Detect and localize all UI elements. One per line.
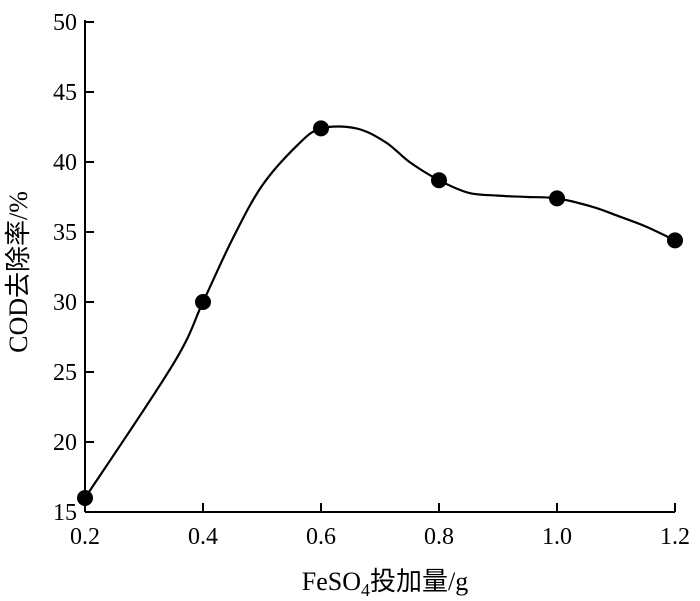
- y-tick-label: 25: [53, 360, 77, 386]
- y-tick-label: 35: [53, 220, 77, 246]
- data-points: [77, 120, 683, 506]
- x-tick-label: 1.0: [542, 524, 572, 550]
- x-tick-label: 0.2: [70, 524, 100, 550]
- data-point: [431, 172, 447, 189]
- y-tick-label: 45: [53, 80, 77, 106]
- series-curve: [84, 125, 676, 499]
- data-point: [667, 232, 683, 249]
- data-point: [549, 190, 565, 207]
- y-ticks: 15 20 25 30 35 40 45 50: [53, 10, 94, 526]
- y-tick-label: 50: [53, 10, 77, 36]
- x-tick-label: 0.6: [306, 524, 336, 550]
- x-tick-label: 1.2: [660, 524, 690, 550]
- axes: [84, 20, 675, 513]
- y-tick-label: 40: [53, 150, 77, 176]
- x-axis-title-subscript: 4: [361, 580, 370, 600]
- x-axis-title-main: FeSO: [302, 567, 361, 596]
- y-tick-label: 20: [53, 430, 77, 456]
- x-tick-label: 0.8: [424, 524, 454, 550]
- x-tick-label: 0.4: [188, 524, 218, 550]
- data-point: [77, 490, 93, 506]
- y-tick-label: 30: [53, 290, 77, 316]
- data-point: [313, 120, 329, 137]
- y-tick-label: 15: [53, 500, 77, 526]
- x-axis-title: FeSO4投加量/g: [302, 567, 468, 600]
- y-axis-title: COD去除率/%: [4, 191, 33, 353]
- data-point: [195, 294, 211, 310]
- x-axis-title-tail: 投加量/g: [370, 567, 468, 596]
- x-ticks: 0.2 0.4 0.6 0.8 1.0 1.2: [70, 503, 690, 550]
